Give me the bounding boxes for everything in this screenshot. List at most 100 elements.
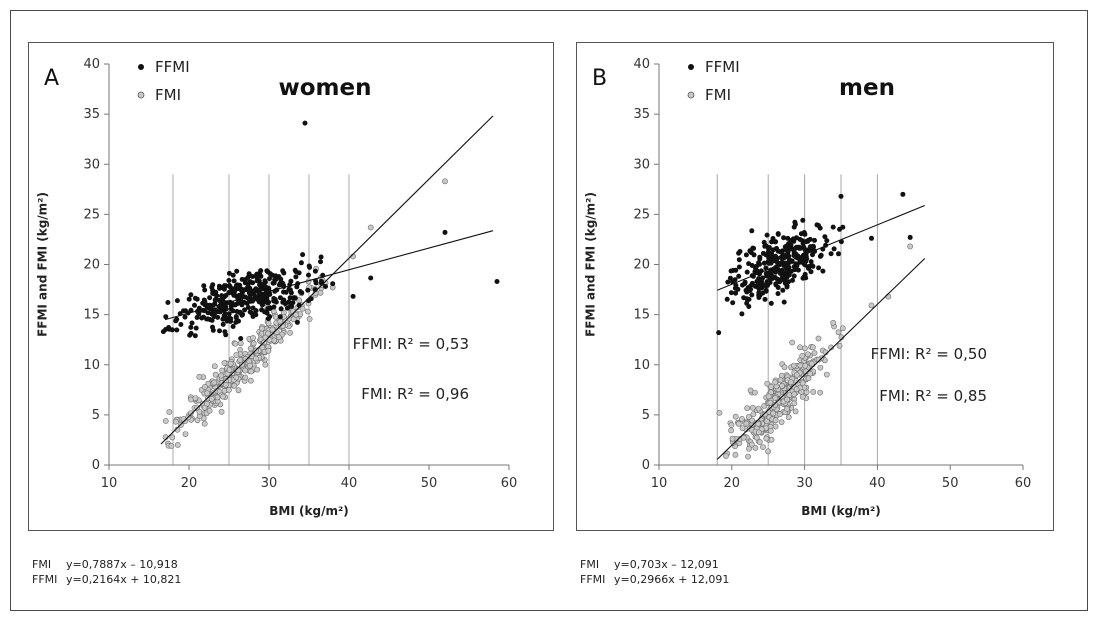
data-point-ffmi bbox=[265, 269, 271, 275]
data-point-ffmi bbox=[192, 333, 198, 339]
data-point-ffmi bbox=[781, 299, 787, 305]
data-point-fmi bbox=[743, 420, 750, 427]
data-point-fmi bbox=[201, 420, 208, 427]
data-point-fmi bbox=[180, 416, 187, 422]
data-point-fmi bbox=[740, 434, 747, 441]
data-point-fmi bbox=[277, 318, 284, 325]
data-point-ffmi bbox=[188, 330, 194, 336]
data-point-ffmi bbox=[178, 322, 184, 327]
data-point-ffmi bbox=[727, 275, 733, 281]
data-point-fmi bbox=[226, 366, 233, 373]
data-point-ffmi bbox=[231, 278, 237, 284]
data-point-fmi bbox=[729, 435, 736, 442]
data-point-fmi bbox=[242, 356, 249, 362]
data-point-fmi bbox=[744, 405, 751, 412]
data-point-ffmi bbox=[226, 311, 232, 317]
data-point-ffmi bbox=[748, 286, 754, 292]
panel-b: 0 5 10 15 20 25 30 35 40 10 20 30 40 50 60 BMI (kg/m²) F… bbox=[576, 42, 1054, 531]
panel-letter: A bbox=[44, 66, 59, 91]
data-point-fmi bbox=[728, 422, 735, 428]
data-point-fmi bbox=[214, 394, 221, 401]
data-point-ffmi bbox=[791, 224, 797, 230]
data-point-ffmi bbox=[818, 252, 824, 258]
y-tick-label: 20 bbox=[83, 258, 100, 273]
data-point-fmi bbox=[749, 404, 756, 411]
data-point-ffmi bbox=[259, 302, 265, 308]
data-point-ffmi bbox=[245, 305, 251, 310]
data-point-fmi bbox=[823, 371, 830, 378]
data-point-fmi bbox=[221, 360, 228, 366]
trendline-fmi bbox=[716, 258, 926, 460]
data-point-ffmi bbox=[256, 278, 262, 284]
data-point-ffmi bbox=[297, 289, 303, 294]
data-point-ffmi bbox=[258, 273, 264, 279]
data-point-ffmi bbox=[165, 300, 171, 305]
legend-label: FFMI bbox=[705, 58, 740, 76]
data-point-fmi bbox=[265, 330, 271, 337]
data-point-ffmi bbox=[736, 273, 742, 279]
data-point-ffmi bbox=[253, 286, 259, 292]
chart-title: men bbox=[839, 75, 895, 101]
data-point-ffmi bbox=[800, 260, 806, 265]
y-tick-label: 15 bbox=[633, 308, 650, 323]
data-point-ffmi bbox=[806, 265, 811, 271]
data-point-fmi bbox=[233, 352, 240, 358]
equation-text: y=0,7887x – 10,918 bbox=[66, 558, 178, 571]
data-point-ffmi bbox=[232, 302, 238, 308]
data-point-fmi bbox=[232, 340, 239, 347]
legend-marker-ffmi bbox=[138, 64, 144, 70]
data-point-fmi bbox=[242, 367, 249, 374]
data-point-ffmi bbox=[209, 284, 215, 290]
data-point-ffmi bbox=[817, 225, 823, 231]
data-point-fmi bbox=[789, 339, 796, 346]
data-point-fmi bbox=[753, 434, 760, 441]
data-point-ffmi bbox=[763, 288, 769, 294]
data-point-ffmi bbox=[182, 314, 188, 320]
data-point-ffmi bbox=[809, 262, 815, 268]
data-point-ffmi bbox=[254, 296, 260, 302]
data-point-ffmi bbox=[784, 284, 790, 290]
data-point-ffmi bbox=[800, 217, 806, 223]
data-point-ffmi bbox=[733, 290, 739, 296]
data-point-ffmi bbox=[749, 228, 755, 234]
data-point-ffmi bbox=[749, 292, 755, 298]
data-point-fmi bbox=[272, 313, 279, 320]
data-point-ffmi bbox=[801, 230, 807, 235]
data-point-ffmi bbox=[213, 296, 219, 302]
data-point-fmi bbox=[772, 395, 779, 401]
data-point-fmi bbox=[247, 377, 254, 384]
data-point-fmi bbox=[250, 335, 256, 341]
data-point-fmi bbox=[317, 289, 324, 296]
data-point-ffmi bbox=[192, 302, 197, 308]
data-point-ffmi bbox=[768, 300, 774, 306]
x-axis-label: BMI (kg/m²) bbox=[269, 504, 348, 518]
x-tick-label: 10 bbox=[101, 476, 118, 491]
data-point-ffmi bbox=[791, 238, 797, 244]
data-point-fmi bbox=[808, 360, 815, 367]
data-point-ffmi bbox=[822, 234, 828, 240]
y-tick-label: 5 bbox=[642, 408, 650, 423]
data-point-ffmi bbox=[779, 250, 785, 256]
data-point-fmi bbox=[748, 441, 755, 448]
data-point-ffmi bbox=[900, 191, 906, 197]
data-point-ffmi bbox=[759, 285, 765, 291]
chart-title: women bbox=[279, 75, 372, 101]
data-point-ffmi bbox=[753, 265, 758, 271]
data-point-ffmi bbox=[218, 285, 224, 291]
data-point-ffmi bbox=[188, 324, 194, 330]
data-point-ffmi bbox=[802, 271, 808, 277]
equation-text: y=0,703x – 12,091 bbox=[614, 558, 719, 571]
data-point-ffmi bbox=[779, 254, 785, 260]
data-point-fmi bbox=[835, 329, 842, 336]
data-point-fmi bbox=[804, 351, 811, 358]
data-point-ffmi bbox=[302, 120, 308, 126]
data-point-ffmi bbox=[305, 287, 311, 293]
data-point-ffmi bbox=[293, 269, 299, 275]
data-point-fmi bbox=[248, 368, 255, 375]
data-point-ffmi bbox=[777, 279, 783, 285]
data-point-fmi bbox=[765, 448, 771, 455]
data-point-fmi bbox=[735, 420, 742, 427]
data-point-ffmi bbox=[235, 284, 241, 290]
data-point-fmi bbox=[755, 429, 762, 436]
data-point-fmi bbox=[790, 362, 797, 369]
